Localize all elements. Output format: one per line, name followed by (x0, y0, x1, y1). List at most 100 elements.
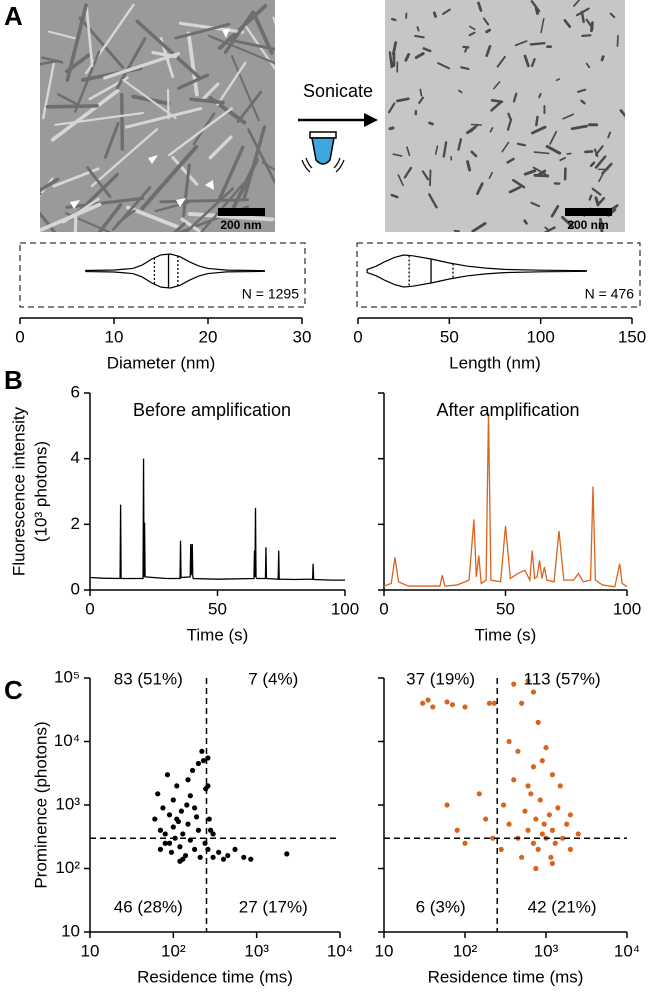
fragment (419, 88, 423, 97)
fibril (54, 111, 145, 126)
point (567, 846, 573, 852)
point (483, 816, 489, 822)
point (184, 802, 190, 808)
scale-bar (218, 208, 265, 216)
fragment (577, 88, 587, 93)
point (232, 846, 238, 852)
fragment (512, 92, 518, 103)
fragment (466, 160, 472, 172)
fibril (47, 30, 77, 40)
fibril (42, 62, 55, 120)
fragment (476, 182, 484, 196)
fibril (208, 34, 275, 65)
fibril (236, 90, 263, 124)
scale-bar-label: 200 nm (220, 218, 261, 232)
fibril (200, 82, 220, 102)
y-tick-label: 10⁵ (54, 667, 80, 686)
fragment (538, 92, 542, 99)
fibril (40, 59, 60, 66)
y-axis-label: (10³ photons) (31, 441, 50, 542)
fragment (566, 152, 572, 155)
fibril (184, 187, 234, 232)
fibril (120, 92, 125, 151)
point (539, 758, 545, 764)
fragment (414, 52, 425, 59)
point (528, 791, 534, 797)
quadrant-label: 6 (3%) (416, 897, 466, 916)
fragment (388, 126, 395, 131)
scale-bar (565, 208, 612, 216)
point (206, 816, 212, 822)
x-tick-label: 10³ (244, 941, 269, 960)
arrow-head (364, 113, 378, 127)
quadrant-label: 46 (28%) (114, 897, 183, 916)
fibril (218, 145, 245, 201)
fibril (74, 50, 101, 113)
point (501, 802, 507, 808)
fragment (559, 156, 567, 162)
fibril (189, 97, 225, 105)
point (549, 772, 556, 778)
fibrils (40, 3, 275, 232)
fragment (530, 58, 536, 68)
y-axis-label: Prominence (photons) (31, 721, 50, 888)
x-tick-label: 10⁴ (614, 941, 640, 960)
point (533, 816, 539, 822)
fibril (122, 78, 177, 120)
quadrant-label: 7 (4%) (248, 669, 298, 688)
fibril (124, 107, 203, 129)
point (546, 812, 552, 818)
fragment (391, 41, 398, 56)
quadrant-label: 37 (19%) (406, 669, 475, 688)
chart-title: Before amplification (133, 400, 291, 420)
fragment (561, 215, 575, 229)
fragment (390, 193, 399, 199)
fragment (404, 53, 411, 62)
panel-label: B (4, 365, 23, 395)
point (559, 835, 566, 841)
fragment (568, 220, 576, 224)
point (449, 702, 456, 708)
point (543, 745, 549, 751)
fragment (506, 118, 513, 131)
fragment (619, 109, 625, 118)
fragment (570, 124, 588, 131)
fibril (199, 182, 245, 232)
x-tick-label: 10² (453, 941, 478, 960)
fragment (601, 162, 613, 175)
point (207, 827, 214, 833)
fragment (543, 226, 556, 232)
point (195, 827, 202, 833)
point (152, 816, 158, 822)
point (170, 797, 176, 803)
fibril (86, 166, 112, 199)
point (174, 783, 180, 789)
fibril (180, 217, 204, 232)
fragment (516, 142, 527, 147)
fragment (588, 194, 593, 201)
point (535, 846, 541, 852)
fragment (422, 47, 432, 53)
fibril (174, 22, 231, 40)
x-tick-label: 10 (105, 327, 124, 346)
trace (89, 458, 345, 581)
fragment (514, 40, 528, 47)
panel-label: A (4, 1, 23, 31)
x-tick-label: 0 (85, 599, 94, 618)
point (575, 831, 581, 837)
y-tick-label: 10² (55, 858, 80, 877)
point (533, 865, 539, 872)
point (486, 700, 492, 706)
fibril (40, 177, 60, 193)
point (248, 856, 254, 862)
fragment (489, 127, 494, 133)
point (162, 840, 168, 846)
x-tick-label: 50 (440, 327, 459, 346)
point (185, 821, 191, 827)
fibril (154, 201, 190, 213)
point (170, 824, 176, 830)
fragment (428, 193, 438, 209)
point (164, 772, 171, 778)
point (462, 704, 468, 710)
